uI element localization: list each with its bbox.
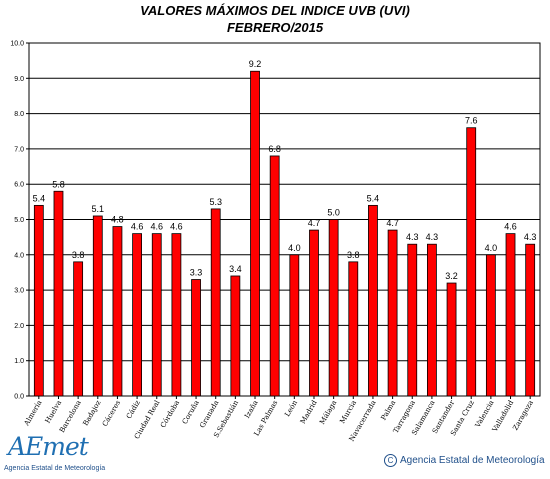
bar: [112, 226, 123, 397]
data-label: 3.8: [72, 250, 85, 260]
data-label: 4.6: [131, 222, 144, 232]
y-tick-label: 0.0: [14, 394, 24, 401]
data-label: 3.4: [229, 264, 242, 274]
x-tick-label: Cáceres: [101, 399, 122, 428]
x-tick-label: Málaga: [318, 399, 338, 426]
y-tick-label: 8.0: [14, 111, 24, 118]
data-label: 5.8: [52, 179, 65, 189]
data-label: 4.3: [406, 232, 419, 242]
bar: [132, 233, 142, 397]
y-tick-label: 9.0: [14, 76, 24, 83]
x-tick-label: Murcia: [338, 399, 358, 425]
data-label: 5.3: [209, 197, 222, 207]
bar: [191, 279, 201, 397]
data-label: 4.7: [308, 218, 321, 228]
x-tick-label: Izaña: [243, 399, 260, 420]
data-label: 4.3: [426, 232, 439, 242]
bar: [505, 233, 516, 397]
bar: [269, 155, 280, 397]
chart-title: VALORES MÁXIMOS DEL INDICE UVB (UVI): [140, 3, 410, 18]
bar: [33, 204, 44, 397]
data-label: 4.0: [288, 243, 301, 253]
bar: [368, 204, 378, 397]
data-label: 4.0: [485, 243, 498, 253]
x-tick-label: Coruña: [181, 399, 201, 426]
bar: [289, 254, 300, 397]
copyright-icon: C: [384, 454, 397, 467]
y-tick-label: 10.0: [10, 41, 24, 48]
y-tick-label: 1.0: [14, 358, 24, 365]
bar: [328, 219, 339, 397]
x-tick-label: León: [283, 399, 299, 419]
x-tick-label: Madrid: [299, 399, 319, 426]
bar: [466, 127, 477, 397]
data-label: 4.8: [111, 215, 124, 225]
y-tick-label: 2.0: [14, 323, 24, 330]
bar: [348, 261, 359, 397]
data-label: 5.4: [367, 193, 380, 203]
y-tick-label: 6.0: [14, 182, 24, 189]
x-tick-label: Cádiz: [125, 399, 142, 421]
x-tick-label: Badajoz: [82, 399, 103, 428]
data-label: 4.6: [150, 222, 163, 232]
bar: [151, 233, 162, 397]
bar: [92, 215, 103, 397]
data-label: 4.3: [524, 232, 537, 242]
bar: [387, 229, 398, 397]
logo-subtext: Agencia Estatal de Meteorología: [4, 465, 106, 472]
logo-wordmark: AEmet: [8, 432, 89, 461]
x-tick-label: Huelva: [44, 399, 63, 425]
data-label: 3.8: [347, 250, 360, 260]
bar: [525, 243, 536, 397]
y-tick-label: 4.0: [14, 252, 24, 259]
chart-subtitle: FEBRERO/2015: [226, 20, 324, 35]
data-label: 3.3: [190, 268, 203, 278]
x-tick-label: Córdoba: [159, 399, 181, 429]
bar: [309, 229, 319, 397]
copyright-notice: C Agencia Estatal de Meteorología: [384, 454, 545, 467]
x-tick-label: Palma: [380, 399, 398, 422]
data-label: 4.6: [170, 222, 183, 232]
y-tick-label: 3.0: [14, 288, 24, 295]
bar: [427, 243, 437, 397]
bar: [171, 233, 182, 397]
data-label: 4.7: [386, 218, 399, 228]
bar: [210, 208, 221, 397]
data-label: 3.2: [445, 271, 458, 281]
bar: [407, 243, 418, 397]
chart-title-block: VALORES MÁXIMOS DEL INDICE UVB (UVI) FEB…: [0, 2, 550, 36]
y-tick-label: 5.0: [14, 217, 24, 224]
y-tick-label: 7.0: [14, 146, 24, 153]
x-tick-label: Granada: [198, 399, 220, 429]
bar: [53, 190, 64, 397]
copyright-text: Agencia Estatal de Meteorología: [400, 455, 545, 466]
x-tick-label: Zaragoza: [511, 399, 534, 432]
bar: [446, 282, 457, 397]
data-label: 5.0: [327, 208, 340, 218]
data-label: 5.1: [92, 204, 105, 214]
aemet-logo: AEmet Agencia Estatal de Meteorología: [4, 432, 105, 476]
bar: [485, 254, 496, 397]
bar: [73, 261, 84, 397]
bar: [250, 70, 260, 397]
bar: [230, 275, 241, 397]
data-label: 5.4: [33, 193, 46, 203]
data-label: 6.8: [268, 144, 281, 154]
data-label: 4.6: [504, 222, 517, 232]
data-label: 9.2: [249, 59, 262, 69]
x-tick-label: Almería: [22, 399, 43, 428]
data-label: 7.6: [465, 116, 478, 126]
